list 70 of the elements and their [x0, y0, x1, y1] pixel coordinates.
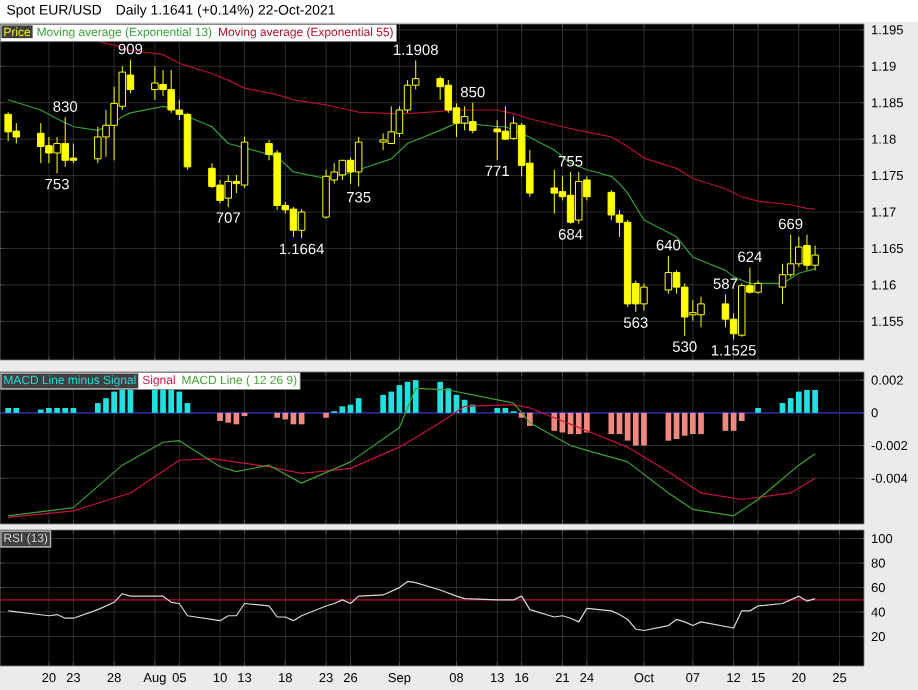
candlestick [240, 136, 249, 189]
line-series [97, 40, 816, 210]
bar [103, 398, 109, 413]
bar [575, 412, 582, 435]
bar [282, 412, 289, 420]
bar [412, 380, 419, 413]
bar [388, 391, 395, 413]
candlestick [379, 132, 387, 151]
candlestick [167, 69, 175, 114]
bar [437, 381, 444, 413]
candlestick [45, 136, 53, 164]
bar [46, 407, 52, 413]
bar [804, 389, 810, 413]
candlestick [550, 169, 559, 214]
bar [274, 412, 280, 418]
candlestick [664, 255, 673, 295]
candlestick [566, 171, 575, 225]
bar [94, 403, 101, 413]
line-series [7, 580, 816, 632]
bar [632, 412, 639, 446]
bar [551, 412, 558, 431]
bar [62, 407, 69, 413]
bar [681, 412, 688, 436]
candlestick [811, 245, 819, 271]
candlestick [721, 293, 730, 328]
candlestick [297, 208, 306, 239]
bar [217, 412, 223, 422]
bar [494, 407, 501, 413]
bar [698, 412, 704, 435]
bar [5, 407, 12, 413]
bar [795, 391, 802, 413]
candlestick [69, 143, 78, 164]
candlestick [338, 159, 347, 181]
candlestick [354, 136, 363, 188]
candlestick [61, 116, 69, 168]
bar [445, 388, 452, 413]
bar [689, 412, 696, 435]
bar [787, 398, 794, 413]
bar [355, 398, 362, 413]
bar [13, 407, 20, 413]
candlestick [574, 171, 583, 225]
bar [641, 412, 647, 446]
bar [323, 412, 329, 418]
candlestick [460, 105, 469, 131]
candlestick [322, 169, 330, 220]
bar [755, 407, 761, 413]
candlestick [387, 105, 396, 145]
candlestick [493, 119, 501, 161]
bar [111, 391, 117, 413]
candlestick [37, 122, 45, 164]
bar [176, 391, 183, 413]
bar [225, 412, 232, 423]
candlestick [469, 102, 477, 134]
bar [812, 389, 818, 413]
candlestick [697, 296, 705, 328]
candlestick [289, 206, 298, 238]
candlestick [778, 263, 787, 305]
candlestick [53, 136, 61, 174]
bar [608, 412, 615, 435]
candlestick [640, 282, 648, 311]
candlestick [795, 236, 803, 268]
bar [339, 406, 346, 413]
bar [119, 388, 126, 413]
candlestick [151, 65, 159, 101]
bar [380, 394, 386, 413]
candlestick [4, 111, 12, 142]
candlestick [607, 189, 616, 221]
bar [54, 407, 60, 413]
candlestick [224, 174, 232, 208]
candlestick [803, 234, 811, 271]
